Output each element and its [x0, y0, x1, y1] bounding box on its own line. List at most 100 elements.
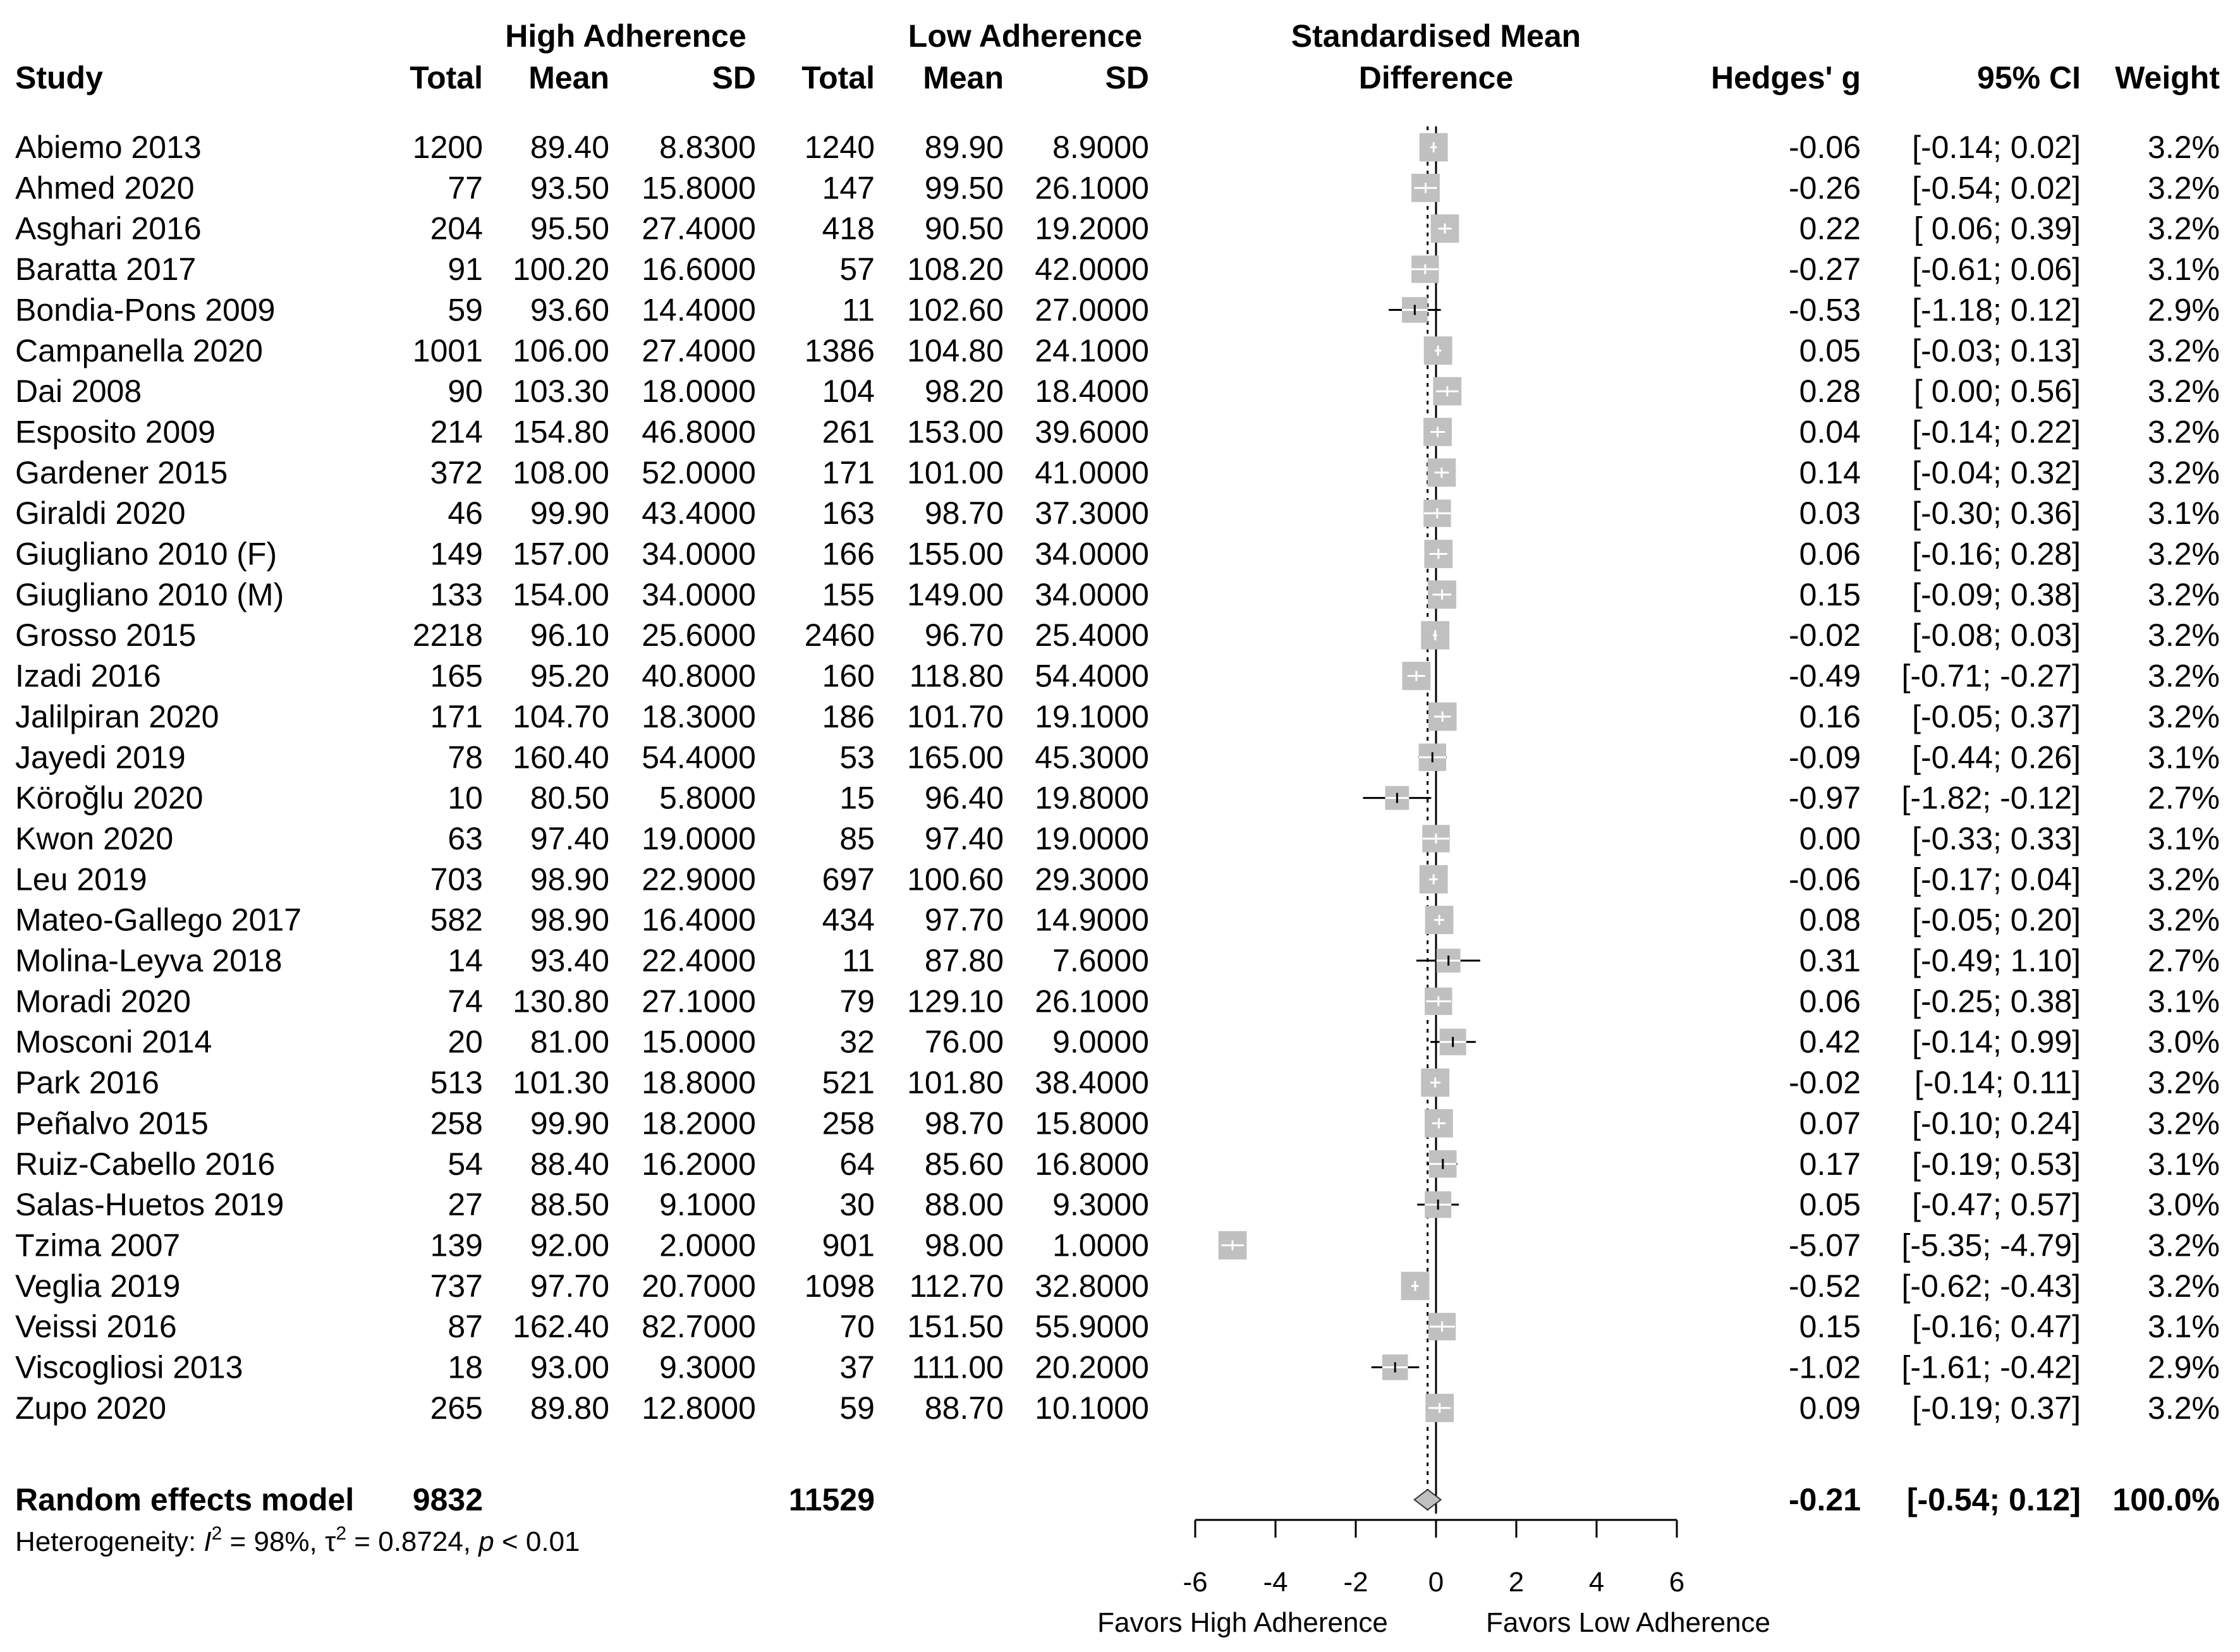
hi-sd: 18.2000	[642, 1105, 756, 1141]
ci: [-0.04; 0.32]	[1912, 455, 2081, 490]
hi-total: 78	[447, 739, 483, 775]
lo-mean: 98.20	[925, 374, 1004, 409]
header-smd-line2: Difference	[1359, 60, 1514, 95]
het-tau-sup: 2	[336, 1523, 346, 1544]
pooled-lo-total: 11529	[789, 1482, 875, 1517]
study-row: Ruiz-Cabello 2016 54 88.40 16.2000 64 85.60 16…	[15, 1146, 2220, 1182]
lo-total: 53	[839, 739, 875, 775]
het-prefix: Heterogeneity:	[15, 1526, 204, 1557]
hi-sd: 18.8000	[642, 1065, 756, 1100]
study-row: Asghari 2016 204 95.50 27.4000 418 90.50 19.20…	[15, 211, 2220, 246]
hi-total: 703	[430, 861, 483, 897]
study-row: Salas-Huetos 2019 27 88.50 9.1000 30 88.00 9.3…	[15, 1187, 2220, 1222]
het-i2-sup: 2	[212, 1523, 222, 1544]
hi-sd: 5.8000	[659, 780, 756, 816]
hi-mean: 97.70	[530, 1268, 609, 1304]
weight: 3.2%	[2148, 1227, 2220, 1263]
hi-total: 20	[447, 1024, 483, 1060]
hi-sd: 54.4000	[642, 739, 756, 775]
lo-mean: 88.70	[925, 1390, 1004, 1426]
study-name: Abiemo 2013	[15, 130, 202, 165]
hi-sd: 9.1000	[659, 1187, 756, 1222]
weight: 3.1%	[2148, 1309, 2220, 1344]
weight: 3.2%	[2148, 455, 2220, 490]
het-p-value: < 0.01	[494, 1526, 580, 1557]
hedges-g: -0.27	[1789, 252, 1861, 287]
ci: [-0.19; 0.37]	[1912, 1390, 2081, 1426]
lo-total: 261	[822, 414, 875, 449]
weight: 3.2%	[2148, 1065, 2220, 1100]
hedges-g: 0.28	[1799, 374, 1861, 409]
lo-total: 70	[839, 1309, 875, 1344]
hi-mean: 101.30	[513, 1065, 609, 1100]
study-row: Abiemo 2013 1200 89.40 8.8300 1240 89.90 8.900…	[15, 130, 2220, 165]
study-row: Zupo 2020 265 89.80 12.8000 59 88.70 10.1000 0.…	[15, 1390, 2220, 1426]
ci: [-0.47; 0.57]	[1912, 1187, 2081, 1222]
ci: [-0.49; 1.10]	[1912, 943, 2081, 978]
lo-total: 186	[822, 699, 875, 734]
header-group-low: Low Adherence	[908, 18, 1142, 54]
hi-mean: 89.40	[530, 130, 609, 165]
hi-mean: 154.00	[513, 577, 609, 612]
study-row: Park 2016 513 101.30 18.8000 521 101.80 38.400…	[15, 1065, 2220, 1100]
weight: 3.1%	[2148, 739, 2220, 775]
lo-sd: 37.3000	[1035, 495, 1149, 531]
hi-total: 10	[447, 780, 483, 816]
hedges-g: -0.09	[1789, 739, 1861, 775]
lo-mean: 90.50	[925, 211, 1004, 246]
hi-sd: 52.0000	[642, 455, 756, 490]
hedges-g: 0.08	[1799, 902, 1861, 938]
hi-sd: 27.4000	[642, 211, 756, 246]
study-row: Veissi 2016 87 162.40 82.7000 70 151.50 55.900…	[15, 1309, 2220, 1344]
hedges-g: 0.15	[1799, 1309, 1861, 1344]
hi-mean: 92.00	[530, 1227, 609, 1263]
header-hi-total: Total	[410, 60, 483, 95]
study-row: Giugliano 2010 (M) 133 154.00 34.0000 155 149…	[15, 577, 2220, 612]
lo-total: 258	[822, 1105, 875, 1141]
ci: [-1.18; 0.12]	[1912, 292, 2081, 327]
hi-total: 87	[447, 1309, 483, 1344]
pooled-ci: [-0.54; 0.12]	[1907, 1482, 2081, 1517]
ci: [-0.09; 0.38]	[1912, 577, 2081, 612]
weight: 3.0%	[2148, 1187, 2220, 1222]
hi-mean: 160.40	[513, 739, 609, 775]
ci: [-0.05; 0.20]	[1912, 902, 2081, 938]
lo-total: 901	[822, 1227, 875, 1263]
weight: 3.2%	[2148, 170, 2220, 205]
ci: [-0.14; 0.99]	[1912, 1024, 2081, 1060]
hi-total: 2218	[413, 617, 483, 653]
lo-sd: 14.9000	[1035, 902, 1149, 938]
hi-total: 165	[430, 659, 483, 694]
hi-sd: 46.8000	[642, 414, 756, 449]
hi-sd: 20.7000	[642, 1268, 756, 1304]
study-name: Salas-Huetos 2019	[15, 1187, 284, 1222]
hedges-g: -0.06	[1789, 130, 1861, 165]
lo-sd: 34.0000	[1035, 537, 1149, 572]
weight: 2.7%	[2148, 780, 2220, 816]
ci: [-0.10; 0.24]	[1912, 1105, 2081, 1141]
lo-mean: 98.00	[925, 1227, 1004, 1263]
lo-total: 1386	[805, 333, 875, 368]
ci: [-0.33; 0.33]	[1912, 821, 2081, 856]
lo-total: 171	[822, 455, 875, 490]
lo-total: 79	[839, 983, 875, 1019]
weight: 3.1%	[2148, 495, 2220, 531]
study-name: Jayedi 2019	[15, 739, 186, 775]
hi-mean: 106.00	[513, 333, 609, 368]
weight: 3.2%	[2148, 577, 2220, 612]
lo-total: 1098	[805, 1268, 875, 1304]
study-name: Asghari 2016	[15, 211, 202, 246]
hedges-g: -0.53	[1789, 292, 1861, 327]
lo-sd: 42.0000	[1035, 252, 1149, 287]
study-name: Viscogliosi 2013	[15, 1350, 243, 1385]
study-name: Molina-Leyva 2018	[15, 943, 283, 978]
hi-sd: 18.3000	[642, 699, 756, 734]
weight: 3.1%	[2148, 252, 2220, 287]
lo-sd: 26.1000	[1035, 170, 1149, 205]
pooled-g: -0.21	[1789, 1482, 1861, 1517]
lo-total: 418	[822, 211, 875, 246]
hi-mean: 97.40	[530, 821, 609, 856]
hi-total: 204	[430, 211, 483, 246]
hi-sd: 16.4000	[642, 902, 756, 938]
study-name: Baratta 2017	[15, 252, 196, 287]
